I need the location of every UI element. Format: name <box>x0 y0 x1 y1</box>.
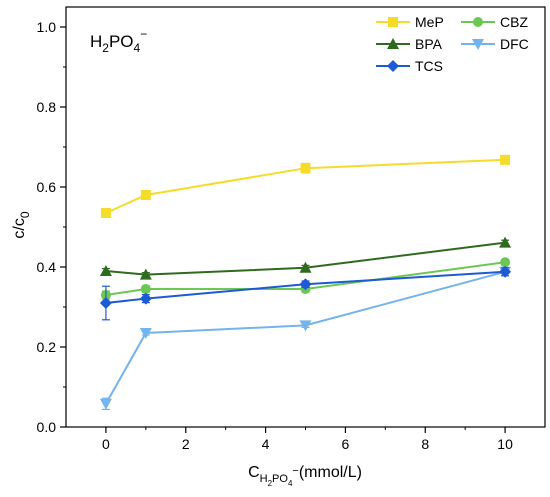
series-bpa <box>99 236 512 280</box>
y-tick-label: 0.4 <box>37 259 57 275</box>
y-tick-label: 0.2 <box>37 339 57 355</box>
data-point <box>140 190 151 200</box>
legend-marker <box>472 39 484 50</box>
y-tick-label: 0.6 <box>37 179 57 195</box>
data-point <box>139 292 152 305</box>
data-point <box>140 284 151 294</box>
legend-item-tcs: TCS <box>376 58 443 74</box>
legend-label: MeP <box>415 14 444 30</box>
y-tick-label: 1.0 <box>37 19 57 35</box>
chart-annotation: H2PO4− <box>90 27 147 55</box>
series-mep <box>100 154 511 218</box>
x-tick-label: 8 <box>421 436 429 452</box>
y-tick-label: 0.0 <box>37 419 57 435</box>
data-point <box>500 257 511 268</box>
x-tick-label: 4 <box>262 436 270 452</box>
legend-item-bpa: BPA <box>376 36 443 52</box>
data-point <box>100 208 111 218</box>
data-point <box>299 261 312 273</box>
legend-marker <box>387 38 399 49</box>
data-point <box>299 278 312 291</box>
data-point <box>499 236 512 248</box>
x-tick-label: 10 <box>497 436 513 452</box>
y-tick-label: 0.8 <box>37 99 57 115</box>
y-axis-title: c/c0 <box>11 211 32 238</box>
x-tick-label: 2 <box>182 436 190 452</box>
legend-marker <box>387 60 399 72</box>
x-tick-label: 0 <box>102 436 110 452</box>
data-point <box>299 320 312 332</box>
legend-marker <box>388 17 398 27</box>
x-axis-title: CH2PO4−(mmol/L) <box>248 464 362 488</box>
x-tick-label: 6 <box>342 436 350 452</box>
series-line <box>105 241 506 276</box>
legend-label: CBZ <box>500 14 528 30</box>
series-line <box>105 158 506 214</box>
series-line <box>105 270 506 405</box>
data-point <box>99 398 112 410</box>
legend-item-mep: MeP <box>376 14 444 30</box>
data-point <box>99 265 112 276</box>
legend-label: BPA <box>415 36 443 52</box>
data-point <box>300 163 311 174</box>
series-tcs <box>99 265 512 321</box>
series-line <box>105 270 506 304</box>
legend-label: TCS <box>415 58 443 74</box>
legend-item-cbz: CBZ <box>461 14 528 30</box>
legend-marker <box>473 17 483 27</box>
data-point <box>500 154 511 165</box>
legend-label: DFC <box>500 36 529 52</box>
data-point <box>499 265 512 278</box>
data-point <box>139 328 152 339</box>
series-line <box>105 261 506 296</box>
plot-frame <box>65 6 546 428</box>
data-point <box>99 297 112 309</box>
data-point <box>139 268 152 280</box>
legend-item-dfc: DFC <box>461 36 529 52</box>
